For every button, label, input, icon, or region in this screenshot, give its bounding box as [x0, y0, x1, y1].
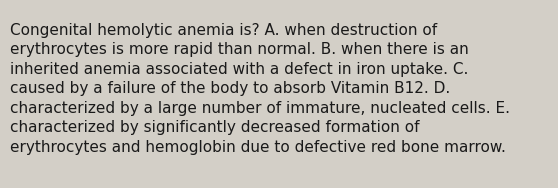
- Text: Congenital hemolytic anemia is? A. when destruction of
erythrocytes is more rapi: Congenital hemolytic anemia is? A. when …: [10, 23, 510, 155]
